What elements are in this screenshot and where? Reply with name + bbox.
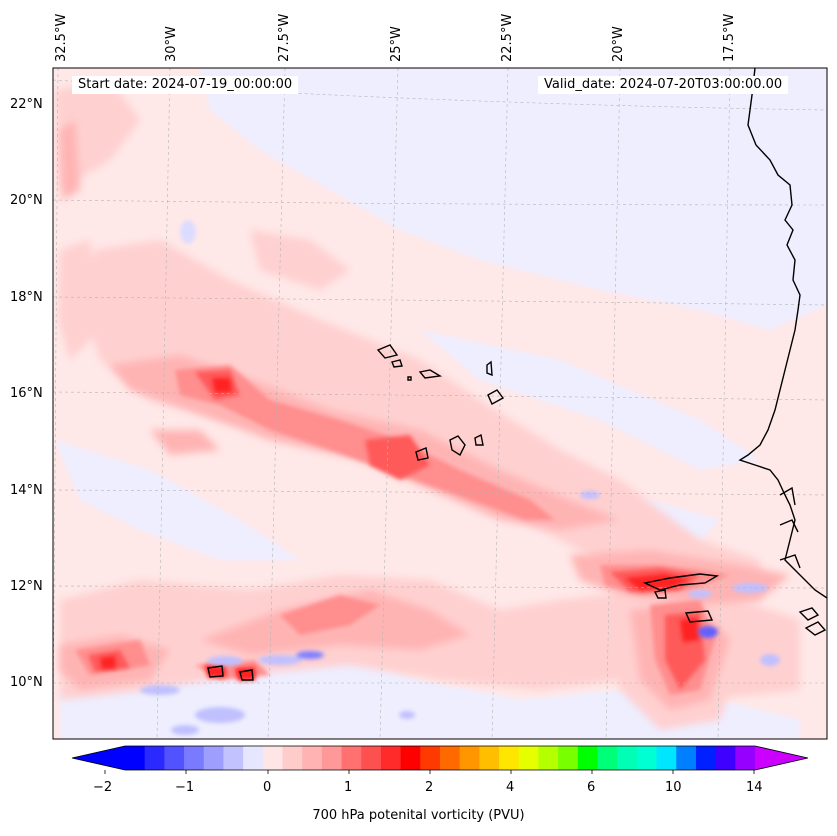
lat-label: 16°N [10, 386, 43, 401]
start-date-label: Start date: 2024-07-19_00:00:00 [72, 76, 299, 94]
colorbar-swatch [656, 746, 677, 770]
colorbar-swatch [479, 746, 500, 770]
lon-label: 30°W [164, 26, 179, 62]
colorbar-swatch [577, 746, 598, 770]
colorbar-tick: 10 [665, 780, 682, 795]
colorbar-swatch [361, 746, 382, 770]
colorbar-tick: −2 [93, 780, 113, 795]
colorbar-tick: 14 [746, 780, 763, 795]
colorbar-swatch [459, 746, 480, 770]
colorbar-tick: 6 [587, 780, 596, 795]
colorbar-swatch [558, 746, 579, 770]
lat-label: 22°N [10, 97, 43, 112]
lon-label: 25°W [389, 26, 404, 62]
colorbar-swatch [597, 746, 618, 770]
colorbar-label: 700 hPa potenital vorticity (PVU) [312, 808, 525, 823]
colorbar-swatch [203, 746, 224, 770]
colorbar [71, 745, 809, 774]
colorbar-swatch [676, 746, 697, 770]
lon-label: 27.5°W [277, 13, 292, 62]
pv-field-level-4 [88, 370, 705, 690]
colorbar-swatch [125, 746, 146, 770]
colorbar-swatch [636, 746, 658, 770]
colorbar-swatch [223, 746, 244, 770]
colorbar-swatch [341, 746, 362, 770]
colorbar-swatch [243, 746, 264, 770]
lon-label: 17.5°W [722, 13, 737, 62]
colorbar-swatch [282, 746, 303, 770]
colorbar-swatch [715, 746, 736, 770]
colorbar-swatch [262, 746, 283, 770]
colorbar-swatch [420, 746, 441, 770]
colorbar-tick: 2 [425, 780, 434, 795]
colorbar-swatch [302, 746, 323, 770]
coastlines [207, 68, 827, 681]
colorbar-swatch [184, 746, 205, 770]
colorbar-swatch [617, 746, 638, 770]
colorbar-swatch [144, 746, 165, 770]
map-area [53, 68, 827, 739]
colorbar-swatch [735, 746, 756, 770]
lat-label: 12°N [10, 579, 43, 594]
lon-label: 32.5°W [54, 13, 69, 62]
colorbar-swatch [518, 746, 539, 770]
colorbar-tick: 0 [263, 780, 272, 795]
colorbar-swatch [164, 746, 185, 770]
lat-label: 20°N [10, 193, 43, 208]
colorbar-outline [71, 745, 809, 771]
negative-pv-field [55, 68, 827, 739]
colorbar-swatch [400, 746, 421, 770]
colorbar-swatch [695, 746, 717, 770]
lon-label: 20°W [611, 26, 626, 62]
lat-label: 14°N [10, 483, 43, 498]
colorbar-swatch [380, 746, 402, 770]
negative-pv-blobs [140, 220, 780, 735]
map-frame [52, 67, 828, 740]
colorbar-extend-max [755, 746, 808, 770]
colorbar-swatch [538, 746, 559, 770]
colorbar-swatch [440, 746, 461, 770]
lat-label: 10°N [10, 675, 43, 690]
valid-date-label: Valid_date: 2024-07-20T03:00:00.00 [538, 76, 789, 94]
lon-label: 22.5°W [500, 13, 515, 62]
colorbar-tick: 1 [344, 780, 353, 795]
lat-label: 18°N [10, 290, 43, 305]
colorbar-extend-min [72, 746, 125, 770]
colorbar-tick: 4 [506, 780, 515, 795]
colorbar-tick: −1 [175, 780, 195, 795]
colorbar-swatch [321, 746, 343, 770]
colorbar-swatch [499, 746, 520, 770]
